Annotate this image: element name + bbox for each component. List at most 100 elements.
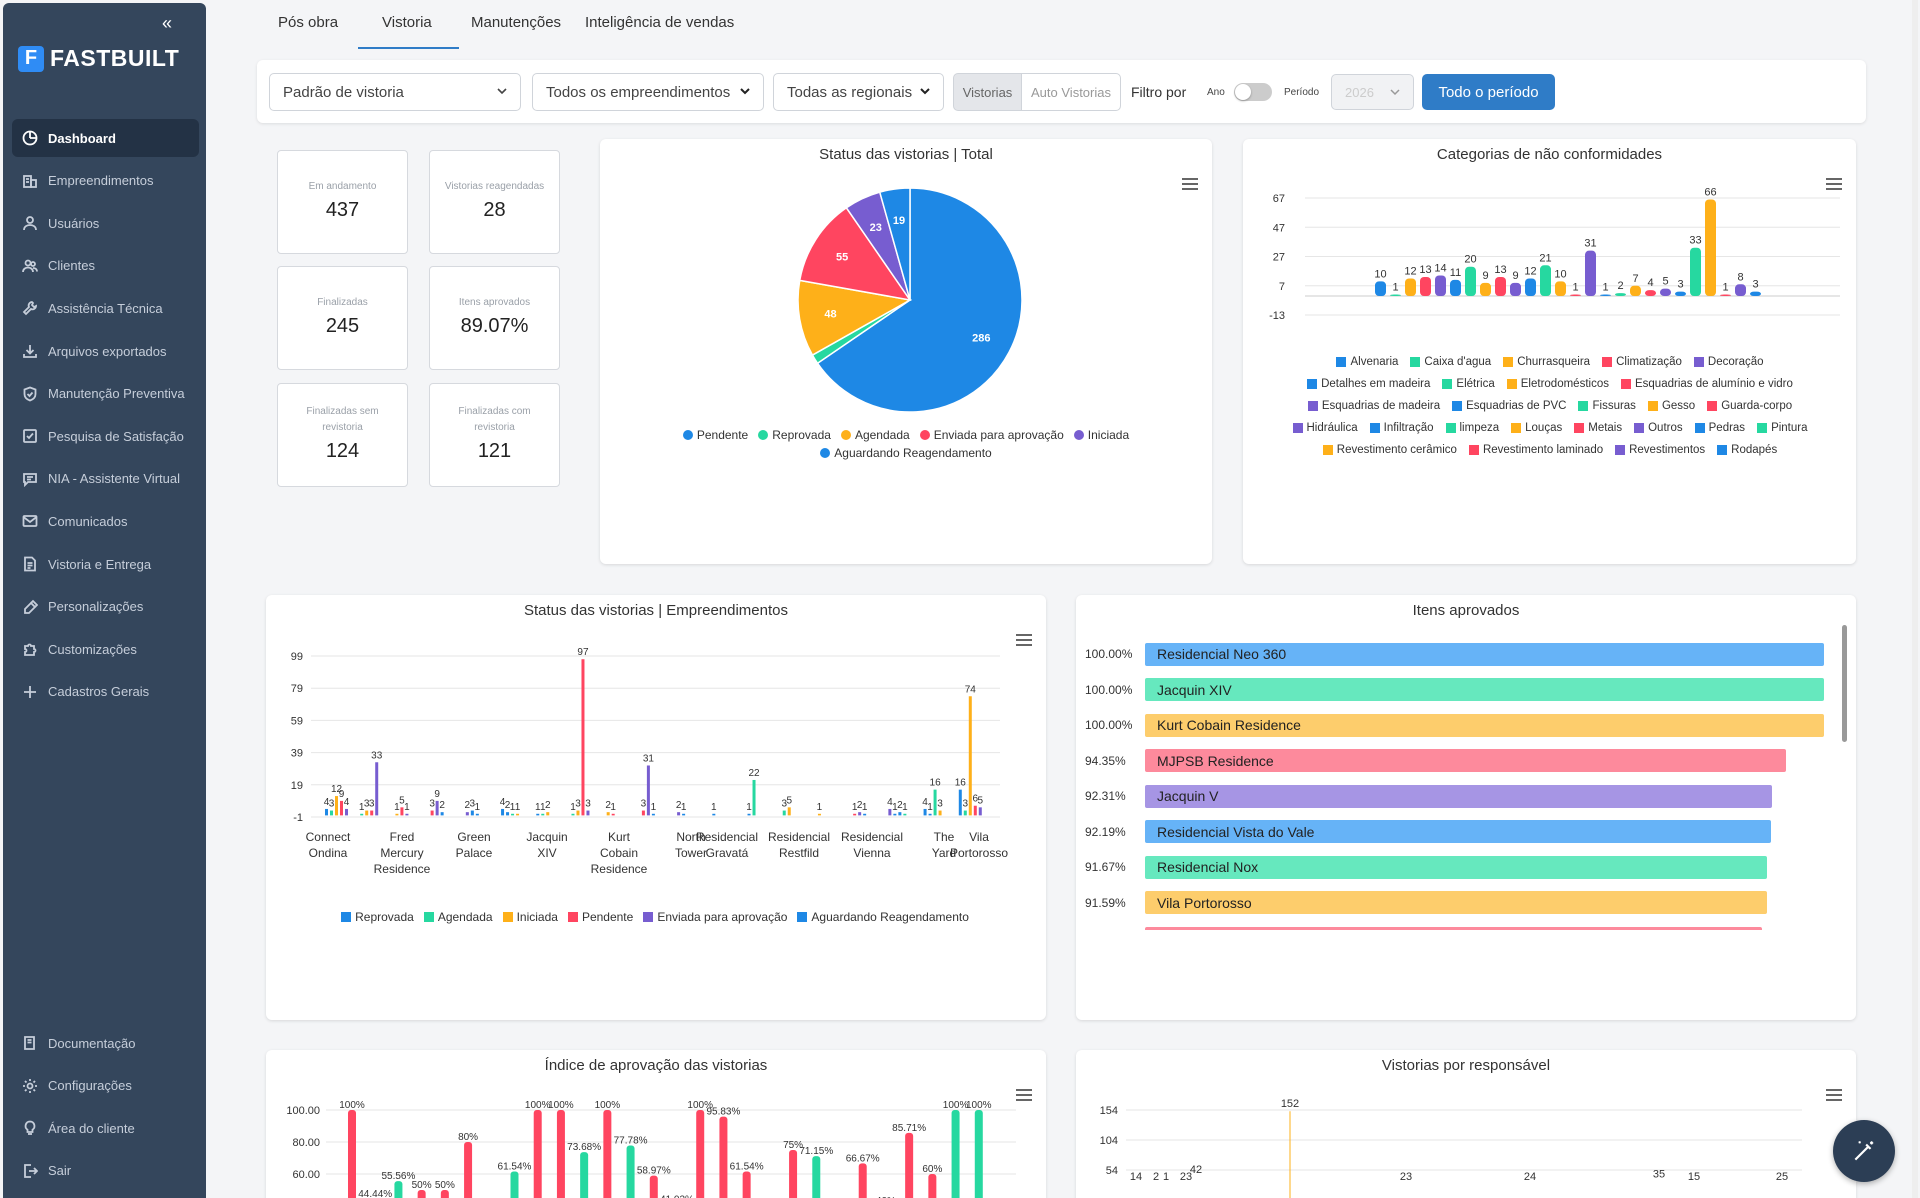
magic-wand-button[interactable] xyxy=(1833,1120,1895,1182)
sidebar-item-area-do-cliente[interactable]: Área do cliente xyxy=(12,1109,199,1147)
chart-menu-icon[interactable] xyxy=(1826,178,1842,190)
approval-bar[interactable] xyxy=(789,1150,798,1198)
sidebar-item-nia-assistente-virtual[interactable]: NIA - Assistente Virtual xyxy=(12,460,199,498)
sidebar-item-arquivos-exportados[interactable]: Arquivos exportados xyxy=(12,332,199,370)
legend-item-pendente[interactable]: Pendente xyxy=(567,910,633,924)
bar-metais[interactable] xyxy=(1645,290,1656,296)
bar-segment[interactable] xyxy=(903,813,907,816)
bar-segment[interactable] xyxy=(973,805,977,816)
bar-segment[interactable] xyxy=(360,813,364,816)
bar-segment[interactable] xyxy=(511,813,515,816)
approval-bar[interactable] xyxy=(510,1171,519,1198)
approval-bar[interactable] xyxy=(905,1132,914,1198)
tab-manutencoes[interactable]: Manutenções xyxy=(471,14,562,31)
legend-item-gesso[interactable]: Gesso xyxy=(1647,400,1695,412)
approval-bar[interactable] xyxy=(858,1163,867,1198)
bar-segment[interactable] xyxy=(651,813,655,816)
approval-bar[interactable] xyxy=(348,1110,356,1198)
bar-segment[interactable] xyxy=(576,810,580,816)
bar-segment[interactable] xyxy=(581,659,585,816)
sidebar-item-dashboard[interactable]: Dashboard xyxy=(12,119,199,157)
bar-segment[interactable] xyxy=(928,813,932,816)
bar-segment[interactable] xyxy=(863,813,867,816)
bar-eletrodomesticos[interactable] xyxy=(1480,282,1491,296)
approved-item-row[interactable]: 100.00% Kurt Cobain Residence xyxy=(1085,713,1824,737)
pie-slice-enviada-para-aprovacao[interactable] xyxy=(798,206,912,302)
bar-segment[interactable] xyxy=(325,808,328,816)
approved-item-row[interactable]: 91.67% Residencial Nox xyxy=(1085,855,1768,879)
segment-auto-vistorias[interactable]: Auto Vistorias xyxy=(1021,73,1121,111)
bar-segment[interactable] xyxy=(536,813,540,816)
approval-bar[interactable] xyxy=(928,1174,937,1198)
pattern-select[interactable]: Padrão de vistoria xyxy=(269,73,521,111)
legend-item-eletrodomesticos[interactable]: Eletrodomésticos xyxy=(1506,378,1609,390)
bar-segment[interactable] xyxy=(340,800,343,816)
bar-hidraulica[interactable] xyxy=(1585,250,1596,296)
legend-item-esquadrias-de-madeira[interactable]: Esquadrias de madeira xyxy=(1307,400,1440,412)
legend-item-decoracao[interactable]: Decoração xyxy=(1693,356,1764,368)
all-period-button[interactable]: Todo o período xyxy=(1422,74,1555,110)
sidebar-item-customizacoes[interactable]: Customizações xyxy=(12,630,199,668)
bar-segment[interactable] xyxy=(853,813,857,816)
chart-menu-icon[interactable] xyxy=(1016,634,1032,646)
legend-item-agendada[interactable]: Agendada xyxy=(840,428,910,442)
approval-bar[interactable] xyxy=(440,1190,449,1198)
bar-segment[interactable] xyxy=(646,765,650,816)
legend-item-limpeza[interactable]: limpeza xyxy=(1445,422,1499,434)
legend-item-revestimento-laminado[interactable]: Revestimento laminado xyxy=(1468,444,1603,456)
bar-segment[interactable] xyxy=(958,789,962,816)
bar-segment[interactable] xyxy=(978,807,982,816)
bar-esquadrias-de-madeira[interactable] xyxy=(1510,282,1521,296)
sidebar-item-configuracoes[interactable]: Configurações xyxy=(12,1067,199,1105)
bar-detalhes-em-madeira[interactable] xyxy=(1450,279,1461,296)
approved-items-list[interactable]: 100.00% Residencial Neo 360 100.00% Jacquin… xyxy=(1076,628,1856,930)
chart-menu-icon[interactable] xyxy=(1016,1089,1032,1101)
bar-segment[interactable] xyxy=(938,810,942,816)
approval-bar[interactable] xyxy=(696,1110,705,1198)
legend-item-enviada-para-aprovacao[interactable]: Enviada para aprovação xyxy=(643,910,787,924)
bar-rodapes[interactable] xyxy=(1750,291,1761,296)
year-select[interactable]: 2026 xyxy=(1331,74,1414,110)
bar-segment[interactable] xyxy=(933,789,937,816)
legend-item-outros[interactable]: Outros xyxy=(1634,422,1683,434)
bar-segment[interactable] xyxy=(470,810,474,816)
bar-fissuras[interactable] xyxy=(1540,265,1551,296)
legend-item-detalhes-em-madeira[interactable]: Detalhes em madeira xyxy=(1307,378,1430,390)
bar-segment[interactable] xyxy=(465,812,469,816)
approved-item-row[interactable]: 90.84%North Tower xyxy=(1085,926,1762,930)
legend-item-aguardando-reagendamento[interactable]: Aguardando Reagendamento xyxy=(797,910,969,924)
bar-segment[interactable] xyxy=(677,812,681,816)
legend-item-alvenaria[interactable]: Alvenaria xyxy=(1336,356,1398,368)
bar-segment[interactable] xyxy=(400,807,404,816)
bar-revestimento-ceramico[interactable] xyxy=(1705,199,1716,296)
bar-segment[interactable] xyxy=(375,762,379,816)
bar-pintura[interactable] xyxy=(1690,247,1701,296)
bar-segment[interactable] xyxy=(345,808,348,816)
approval-bar[interactable] xyxy=(649,1175,658,1198)
sidebar-item-manutencao-preventiva[interactable]: Manutenção Preventiva xyxy=(12,375,199,413)
bar-alvenaria[interactable] xyxy=(1375,281,1386,296)
legend-item-reprovada[interactable]: Reprovada xyxy=(341,910,414,924)
bar-churrasqueira[interactable] xyxy=(1405,278,1416,296)
legend-item-pedras[interactable]: Pedras xyxy=(1694,422,1745,434)
approval-bar[interactable] xyxy=(556,1110,565,1198)
bar-infiltracao[interactable] xyxy=(1600,294,1611,296)
collapse-sidebar-icon[interactable]: « xyxy=(162,13,173,33)
approved-item-row[interactable]: 92.19% Residencial Vista do Vale xyxy=(1085,820,1771,844)
bar-revestimento-laminado[interactable] xyxy=(1720,294,1731,296)
chart-menu-icon[interactable] xyxy=(1826,1089,1842,1101)
legend-item-esquadrias-de-pvc[interactable]: Esquadrias de PVC xyxy=(1452,400,1566,412)
bar-segment[interactable] xyxy=(586,810,590,816)
approved-item-row[interactable]: 92.31% Jacquin V xyxy=(1085,784,1772,808)
legend-item-loucas[interactable]: Louças xyxy=(1511,422,1562,434)
bar-segment[interactable] xyxy=(893,813,897,816)
bar-segment[interactable] xyxy=(787,807,791,816)
bar-climatizacao[interactable] xyxy=(1420,276,1431,296)
approval-bar[interactable] xyxy=(580,1152,589,1198)
legend-item-fissuras[interactable]: Fissuras xyxy=(1578,400,1636,412)
approval-bar[interactable] xyxy=(974,1110,983,1198)
bar-segment[interactable] xyxy=(405,813,409,816)
legend-item-iniciada[interactable]: Iniciada xyxy=(502,910,558,924)
legend-item-caixa-d-agua[interactable]: Caixa d'agua xyxy=(1410,356,1491,368)
legend-item-metais[interactable]: Metais xyxy=(1574,422,1622,434)
